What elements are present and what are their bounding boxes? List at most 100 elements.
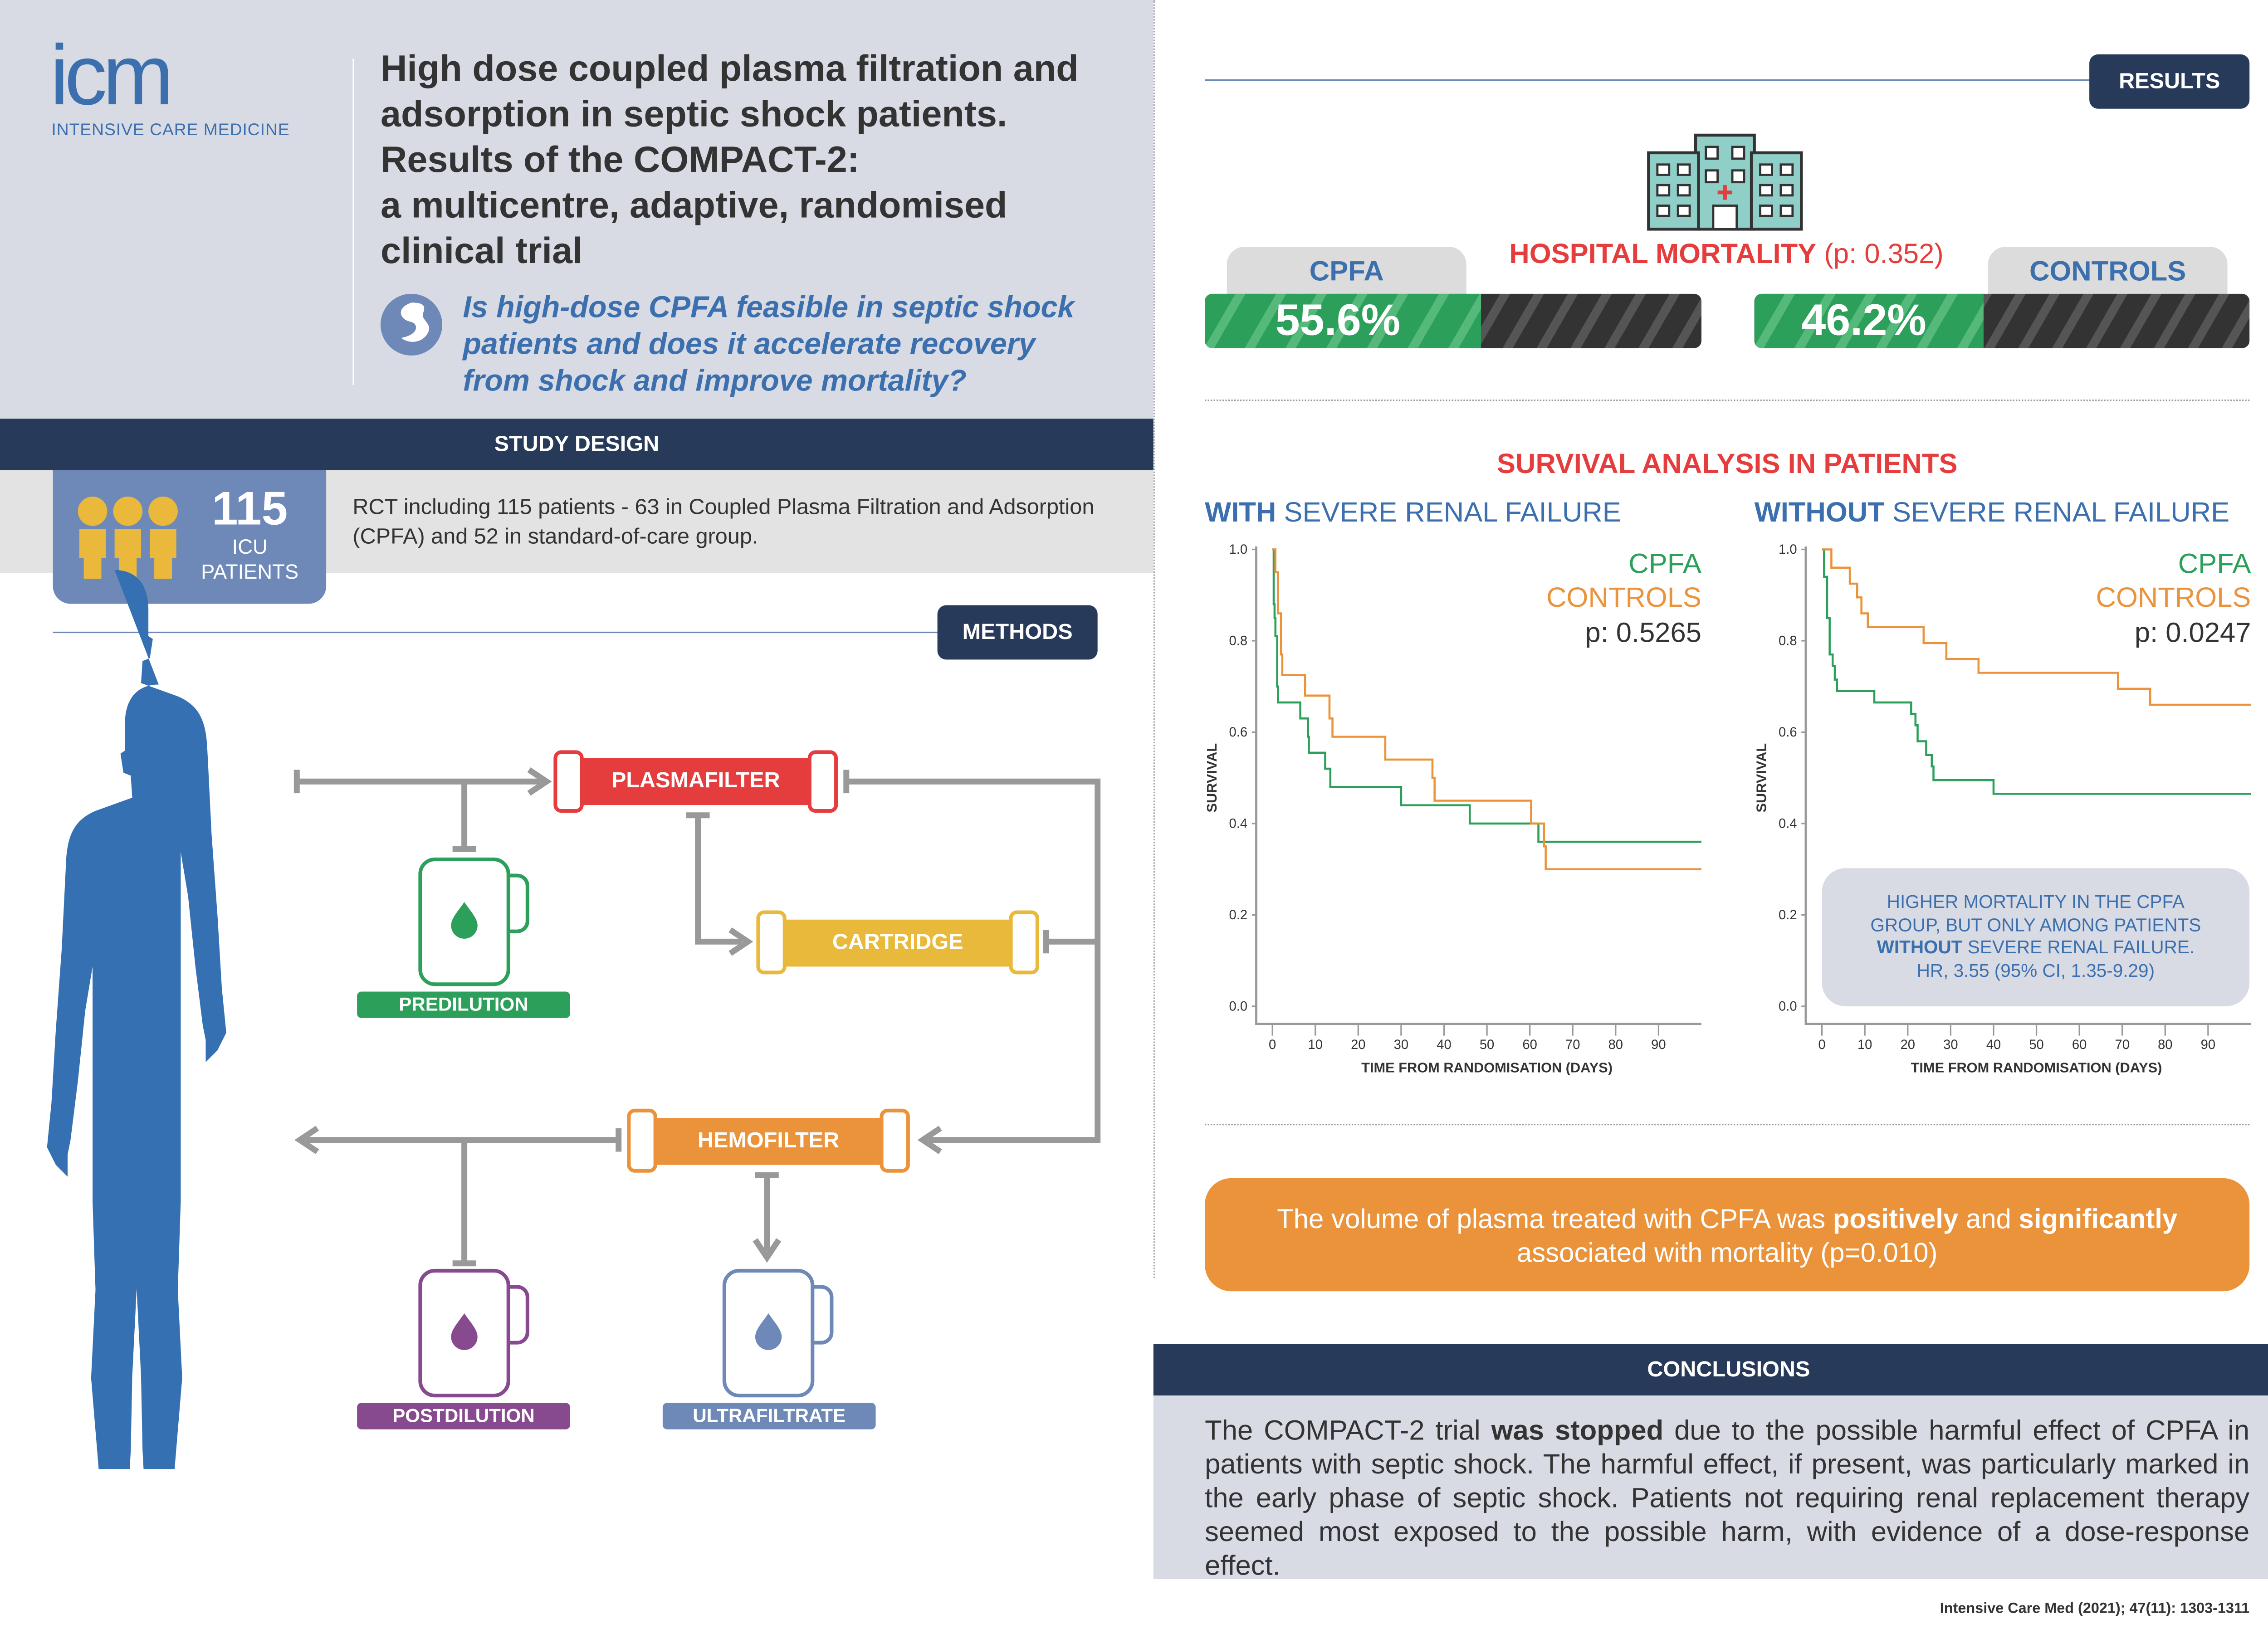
controls-label: CONTROLS [2029, 257, 2186, 288]
x-tick-label: 20 [1351, 1038, 1365, 1052]
postdilution-bag-icon [418, 1268, 529, 1398]
question-icon [380, 293, 442, 356]
icm-logo: icm [50, 28, 174, 124]
chart-title-without: WITHOUT SEVERE RENAL FAILURE [1755, 498, 2230, 530]
y-tick-label: 0.8 [1229, 634, 1248, 649]
plasmafilter-device [553, 750, 838, 813]
axis-line [1804, 546, 2251, 1025]
methods-diagram [47, 570, 1101, 1469]
dotted-divider [1205, 400, 2250, 401]
title-line: clinical trial [380, 230, 583, 272]
study-description: RCT including 115 patients - 63 in Coupl… [352, 493, 1094, 552]
ultrafiltrate-label: ULTRAFILTRATE [662, 1403, 876, 1429]
plasmafilter-label: PLASMAFILTER [611, 768, 780, 794]
x-tick-label: 70 [2115, 1038, 2129, 1052]
controls-mortality-bar: 46.2% [1754, 293, 2250, 348]
y-tick-label: 0.6 [1229, 725, 1248, 740]
finding-text: and [1958, 1203, 2019, 1234]
predilution-bag-icon [418, 857, 529, 986]
x-tick-label: 60 [2072, 1038, 2087, 1052]
x-tick-label: 70 [1565, 1038, 1580, 1052]
x-tick-label: 20 [1901, 1038, 1915, 1052]
y-tick-label: 0.2 [1229, 908, 1248, 922]
x-tick-label: 30 [1394, 1038, 1408, 1052]
legend-cpfa: CPFA [1628, 548, 1701, 579]
y-tick-label: 0.8 [1779, 634, 1797, 649]
finding-line: associated with mortality (p=0.010) [1516, 1237, 1938, 1268]
conclusions-text: The COMPACT-2 trial was stopped due to t… [1205, 1415, 2249, 1584]
axis-line [1255, 546, 1701, 1025]
survival-curve-controls [1272, 548, 1701, 870]
survival-curve-controls [1822, 548, 2251, 706]
column-divider [1153, 0, 1155, 1278]
chart-title-with: WITH SEVERE RENAL FAILURE [1205, 498, 1621, 530]
km-chart-with-renal-failure: 0.0 0.2 0.4 0.6 0.8 1.0 0 10 20 30 40 50 60 70 80 90 TIM… [1204, 542, 1701, 1076]
survival-title: SURVIVAL ANALYSIS IN PATIENTS [1496, 449, 1958, 481]
x-tick-label: 0 [1818, 1038, 1825, 1052]
results-rule [1205, 79, 2094, 81]
legend-controls: CONTROLS [1546, 582, 1701, 613]
km-chart-without-renal-failure: 0.0 0.2 0.4 0.6 0.8 1.0 0 10 20 30 40 50 60 70 80 90 TIM… [1754, 542, 2251, 1076]
x-tick-label: 40 [1437, 1038, 1451, 1052]
controls-bar-fill [1754, 293, 1983, 348]
plasma-volume-finding: The volume of plasma treated with CPFA w… [1205, 1178, 2250, 1292]
conclusions-heading: CONCLUSIONS [1153, 1344, 2268, 1396]
question-line: from shock and improve mortality? [463, 364, 967, 398]
hr-note: HIGHER MORTALITY IN THE CPFA GROUP, BUT … [1822, 868, 2250, 1006]
x-tick-label: 90 [2201, 1038, 2215, 1052]
x-tick-label: 50 [1480, 1038, 1494, 1052]
finding-bold: significantly [2019, 1203, 2178, 1234]
ultrafiltrate-bag-icon [722, 1268, 834, 1398]
note-bold: WITHOUT [1877, 937, 1963, 958]
survival-curve-cpfa [1822, 548, 2251, 795]
y-tick-label: 0.4 [1779, 817, 1797, 831]
cartridge-label: CARTRIDGE [832, 930, 963, 955]
without-bold: WITHOUT [1754, 498, 1885, 529]
citation: Intensive Care Med (2021); 47(11): 1303-… [1940, 1601, 2250, 1618]
title-line: a multicentre, adaptive, randomised [380, 185, 1007, 226]
y-axis-label: SURVIVAL [1204, 743, 1220, 813]
x-tick-label: 60 [1522, 1038, 1537, 1052]
legend-cpfa: CPFA [2178, 548, 2251, 579]
methods-heading: METHODS [937, 605, 1098, 660]
page-title: High dose coupled plasma filtration and … [381, 47, 1130, 275]
finding-line: The volume of plasma treated with CPFA w… [1205, 1202, 2249, 1236]
y-tick-label: 0.4 [1229, 817, 1248, 831]
note-line: WITHOUT SEVERE RENAL FAILURE. [1822, 937, 2250, 960]
note-line: HR, 3.55 (95% CI, 1.35-9.29) [1916, 960, 2155, 981]
predilution-label: PREDILUTION [357, 991, 570, 1018]
cartridge-device [756, 910, 1039, 975]
description-line: (CPFA) and 52 in standard-of-care group. [352, 524, 758, 550]
x-tick-label: 90 [1651, 1038, 1666, 1052]
logo-text: INTENSIVE CARE MEDICINE [51, 122, 290, 140]
renal-suffix: SEVERE RENAL FAILURE [1276, 498, 1621, 529]
patients-box: 115 ICU PATIENTS [53, 470, 327, 604]
y-tick-label: 0.0 [1229, 1000, 1248, 1014]
description-line: RCT including 115 patients - 63 in Coupl… [352, 495, 1095, 520]
x-tick-label: 30 [1943, 1038, 1958, 1052]
cpfa-mortality-bar: 55.6% [1205, 293, 1701, 348]
x-tick-label: 0 [1269, 1038, 1276, 1052]
finding-bold: positively [1833, 1203, 1959, 1234]
cpfa-label: CPFA [1309, 257, 1384, 288]
postdilution-label: POSTDILUTION [357, 1403, 570, 1429]
conclusion-text: due to the possible harmful effect of CP… [1205, 1416, 2250, 1582]
divider [352, 59, 354, 385]
title-line: High dose coupled plasma filtration and [380, 48, 1079, 90]
survival-curve-cpfa [1272, 548, 1701, 843]
y-axis-label: SURVIVAL [1754, 743, 1769, 813]
title-line: Results of the COMPACT-2: [380, 139, 860, 181]
conclusions-panel [1153, 1395, 2268, 1580]
patients-label: ICU [232, 535, 268, 558]
note-line: GROUP, BUT ONLY AMONG PATIENTS [1870, 914, 2201, 935]
conclusion-text: The COMPACT-2 trial [1205, 1416, 1491, 1447]
results-heading: RESULTS [2089, 54, 2250, 109]
controls-mortality-value: 46.2% [1801, 297, 1926, 346]
title-line: adsorption in septic shock patients. [380, 94, 1007, 136]
x-tick-label: 40 [1986, 1038, 2001, 1052]
p-value: p: 0.5265 [1585, 617, 1701, 649]
x-axis-label: TIME FROM RANDOMISATION (DAYS) [1911, 1060, 2162, 1076]
note-text: SEVERE RENAL FAILURE. [1962, 937, 2195, 958]
hemofilter-label: HEMOFILTER [697, 1128, 840, 1153]
